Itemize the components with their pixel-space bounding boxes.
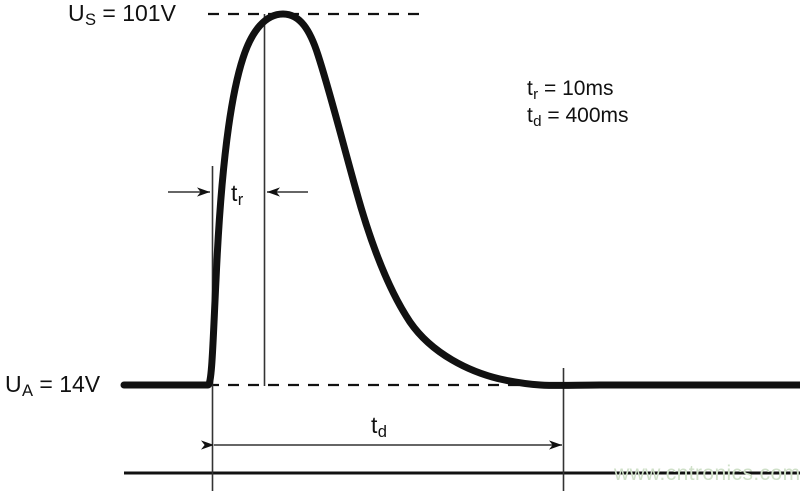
base-voltage-subscript: A bbox=[21, 381, 33, 401]
rise-time-dimension-label: tr bbox=[231, 180, 243, 209]
parameter-rise-time-value: = 10ms bbox=[538, 77, 614, 100]
parameter-rise-time: tr = 10ms bbox=[527, 77, 629, 102]
base-voltage-value: = 14V bbox=[33, 371, 101, 397]
decay-time-dimension-label: td bbox=[371, 412, 387, 441]
parameter-decay-time-subscript: d bbox=[533, 112, 542, 130]
decay-time-subscript: d bbox=[377, 422, 387, 442]
peak-voltage-value: = 101V bbox=[96, 0, 176, 26]
parameter-annotations: tr = 10ms td = 400ms bbox=[527, 78, 629, 132]
parameter-rise-time-symbol: t bbox=[527, 77, 533, 100]
pulse-waveform-curve bbox=[120, 10, 800, 389]
peak-voltage-symbol: U bbox=[68, 0, 85, 26]
parameter-rise-time-subscript: r bbox=[533, 85, 539, 103]
rise-time-subscript: r bbox=[237, 190, 244, 210]
peak-voltage-subscript: S bbox=[84, 10, 96, 30]
site-watermark: www.cntronics.com bbox=[614, 462, 800, 485]
parameter-decay-time-symbol: t bbox=[527, 104, 533, 127]
parameter-decay-time-value: = 400ms bbox=[541, 104, 629, 127]
peak-voltage-label: US = 101V bbox=[68, 0, 176, 29]
decay-time-symbol: t bbox=[371, 412, 378, 438]
base-voltage-symbol: U bbox=[5, 371, 22, 397]
parameter-decay-time: td = 400ms bbox=[527, 104, 629, 129]
base-voltage-label: UA = 14V bbox=[5, 371, 101, 400]
rise-time-symbol: t bbox=[231, 180, 238, 206]
